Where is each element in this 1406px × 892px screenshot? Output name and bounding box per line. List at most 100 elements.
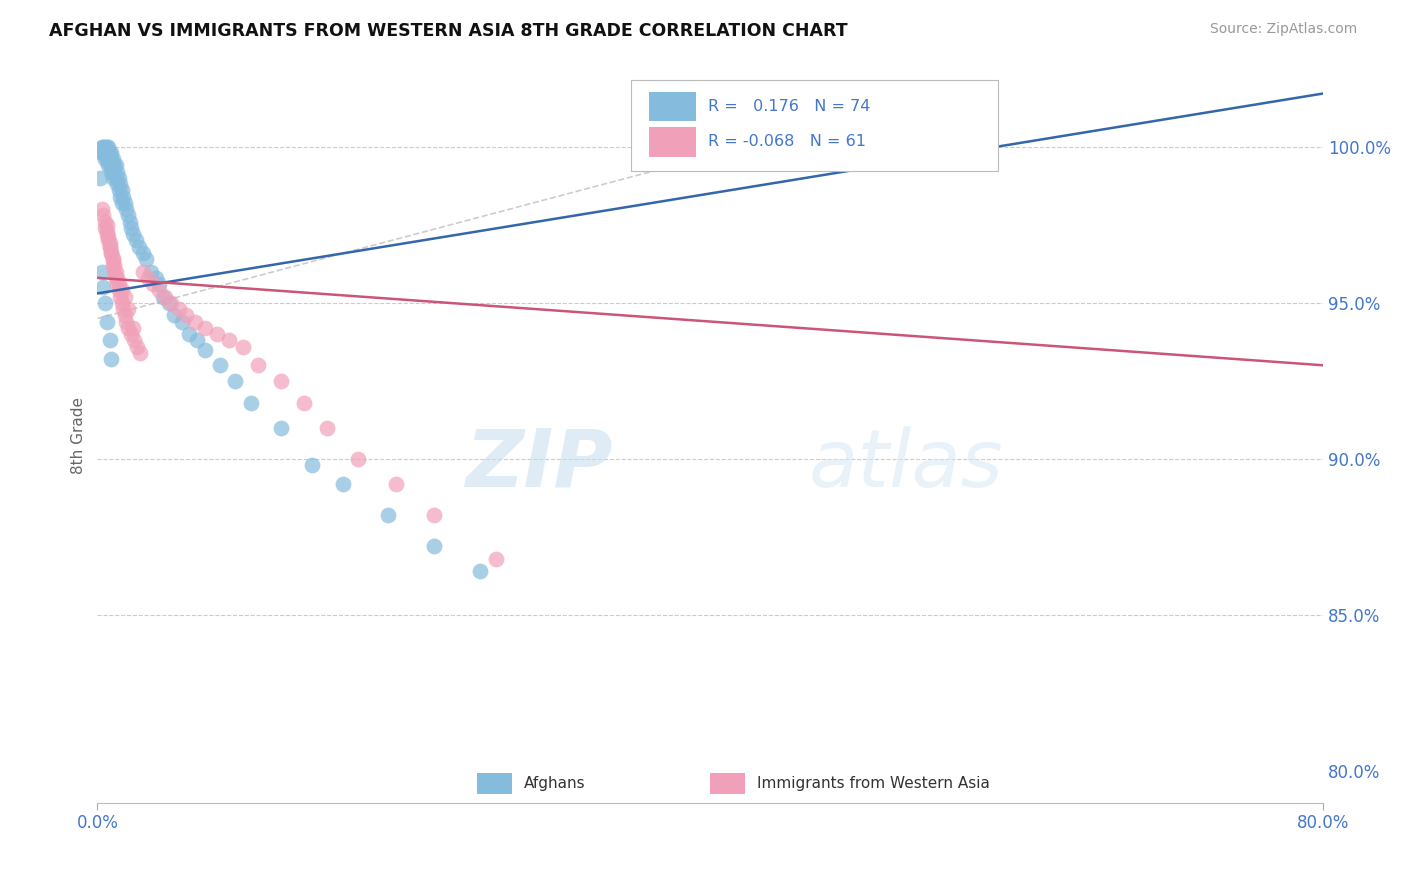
Point bbox=[167, 301, 190, 316]
Point bbox=[97, 233, 120, 247]
Point bbox=[96, 145, 118, 160]
Point bbox=[668, 139, 690, 153]
Point bbox=[101, 252, 124, 266]
Point bbox=[186, 333, 208, 347]
Point bbox=[98, 152, 121, 166]
Point bbox=[112, 189, 135, 203]
Point bbox=[105, 277, 128, 291]
Point bbox=[423, 540, 446, 554]
Point bbox=[96, 227, 118, 241]
Point bbox=[94, 295, 117, 310]
Point bbox=[94, 139, 117, 153]
Point bbox=[105, 164, 128, 178]
Point bbox=[103, 158, 125, 172]
Point bbox=[270, 374, 292, 388]
Y-axis label: 8th Grade: 8th Grade bbox=[72, 397, 86, 474]
Point bbox=[96, 314, 118, 328]
Point bbox=[110, 189, 132, 203]
Point bbox=[139, 264, 162, 278]
Point bbox=[128, 239, 150, 253]
Point bbox=[103, 258, 125, 272]
Point bbox=[91, 139, 114, 153]
Point bbox=[91, 202, 114, 216]
Point bbox=[121, 320, 143, 334]
Point bbox=[101, 164, 124, 178]
Point bbox=[105, 270, 128, 285]
Point bbox=[120, 326, 142, 341]
Point bbox=[93, 280, 115, 294]
Text: ZIP: ZIP bbox=[465, 425, 612, 504]
Point bbox=[127, 339, 149, 353]
Point bbox=[111, 295, 134, 310]
Point bbox=[91, 145, 114, 160]
Point bbox=[224, 374, 246, 388]
Point bbox=[97, 158, 120, 172]
Point bbox=[270, 421, 292, 435]
Point bbox=[485, 552, 508, 566]
Point bbox=[124, 233, 146, 247]
Point bbox=[98, 236, 121, 251]
Point bbox=[89, 170, 111, 185]
Point bbox=[104, 170, 127, 185]
Point bbox=[117, 320, 139, 334]
Point bbox=[100, 245, 122, 260]
Point bbox=[94, 152, 117, 166]
Point bbox=[105, 177, 128, 191]
Text: AFGHAN VS IMMIGRANTS FROM WESTERN ASIA 8TH GRADE CORRELATION CHART: AFGHAN VS IMMIGRANTS FROM WESTERN ASIA 8… bbox=[49, 22, 848, 40]
Point bbox=[170, 314, 193, 328]
Point bbox=[94, 214, 117, 228]
Point bbox=[232, 339, 254, 353]
Point bbox=[135, 252, 157, 266]
Point bbox=[208, 358, 231, 372]
FancyBboxPatch shape bbox=[650, 128, 696, 157]
Point bbox=[101, 170, 124, 185]
Point bbox=[332, 477, 354, 491]
FancyBboxPatch shape bbox=[650, 92, 696, 121]
Point bbox=[98, 239, 121, 253]
Point bbox=[148, 277, 170, 291]
Point bbox=[163, 308, 186, 322]
Point bbox=[97, 152, 120, 166]
Point bbox=[114, 195, 136, 210]
FancyBboxPatch shape bbox=[710, 773, 745, 794]
Point bbox=[179, 326, 201, 341]
Point bbox=[100, 152, 122, 166]
Point bbox=[101, 152, 124, 166]
Point bbox=[96, 152, 118, 166]
FancyBboxPatch shape bbox=[630, 79, 998, 171]
Point bbox=[121, 227, 143, 241]
Point bbox=[98, 333, 121, 347]
Text: Afghans: Afghans bbox=[524, 776, 585, 791]
Point bbox=[385, 477, 408, 491]
Point bbox=[120, 220, 142, 235]
Point bbox=[132, 264, 155, 278]
Point bbox=[98, 158, 121, 172]
Point bbox=[104, 264, 127, 278]
Point bbox=[94, 145, 117, 160]
Point bbox=[103, 264, 125, 278]
Text: atlas: atlas bbox=[808, 425, 1002, 504]
Point bbox=[107, 277, 129, 291]
Point bbox=[101, 252, 124, 266]
Point bbox=[100, 351, 122, 366]
Text: Source: ZipAtlas.com: Source: ZipAtlas.com bbox=[1209, 22, 1357, 37]
Point bbox=[129, 345, 152, 359]
Point bbox=[347, 452, 370, 467]
Point bbox=[93, 145, 115, 160]
Point bbox=[117, 208, 139, 222]
Point bbox=[107, 170, 129, 185]
Point bbox=[174, 308, 197, 322]
Point bbox=[101, 158, 124, 172]
Point bbox=[97, 139, 120, 153]
Point bbox=[117, 301, 139, 316]
Point bbox=[101, 258, 124, 272]
Point bbox=[107, 183, 129, 197]
Point bbox=[96, 139, 118, 153]
Point bbox=[104, 158, 127, 172]
Point bbox=[141, 277, 163, 291]
Point bbox=[132, 245, 155, 260]
Point bbox=[122, 333, 145, 347]
Point bbox=[152, 289, 174, 303]
Point bbox=[316, 421, 339, 435]
Point bbox=[97, 230, 120, 244]
